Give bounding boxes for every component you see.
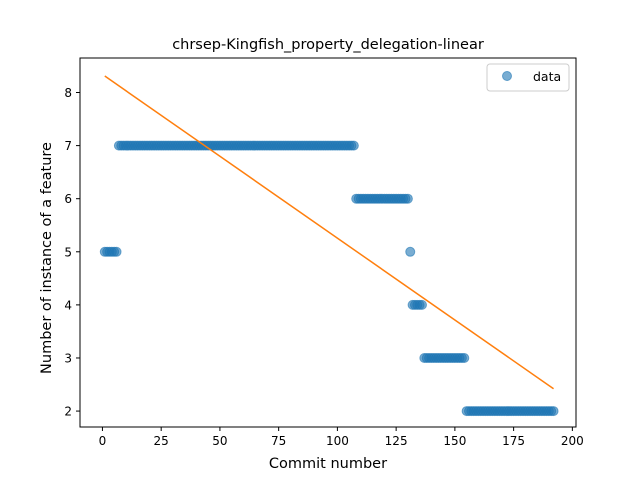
data-point xyxy=(459,352,470,363)
x-axis-label: Commit number xyxy=(269,456,387,472)
data-point xyxy=(416,299,427,310)
y-tick-label: 7 xyxy=(64,139,72,153)
data-point xyxy=(402,193,413,204)
legend-frame xyxy=(486,63,570,92)
x-tick-label: 175 xyxy=(502,434,525,448)
legend-label-data: data xyxy=(533,69,561,84)
y-axis-label: Number of instance of a feature xyxy=(39,142,55,374)
chart-title: chrsep-Kingfish_property_delegation-line… xyxy=(172,37,484,53)
x-tick-label: 75 xyxy=(271,434,286,448)
x-tick-label: 150 xyxy=(443,434,466,448)
legend-marker-data xyxy=(502,71,512,81)
plot-area xyxy=(99,75,559,417)
x-tick-label: 0 xyxy=(99,434,107,448)
y-tick-label: 6 xyxy=(64,192,72,206)
fit-line xyxy=(104,75,554,390)
y-tick-label: 3 xyxy=(64,351,72,365)
y-tick-label: 8 xyxy=(64,86,72,100)
x-tick-label: 50 xyxy=(212,434,227,448)
data-point xyxy=(405,246,416,257)
y-tick-label: 5 xyxy=(64,245,72,259)
x-tick-label: 100 xyxy=(326,434,349,448)
data-point xyxy=(348,140,359,151)
x-tick-label: 125 xyxy=(385,434,408,448)
data-point xyxy=(548,406,559,417)
legend: data xyxy=(486,63,570,92)
x-tick-label: 25 xyxy=(154,434,169,448)
axes: 0 25 50 75 100 125 150 175 200 2 3 4 5 6 7 8 xyxy=(64,57,584,448)
y-tick-label: 2 xyxy=(64,405,72,419)
data-point xyxy=(111,246,122,257)
x-tick-label: 200 xyxy=(561,434,584,448)
axes-frame xyxy=(79,57,577,428)
y-tick-label: 4 xyxy=(64,298,72,312)
